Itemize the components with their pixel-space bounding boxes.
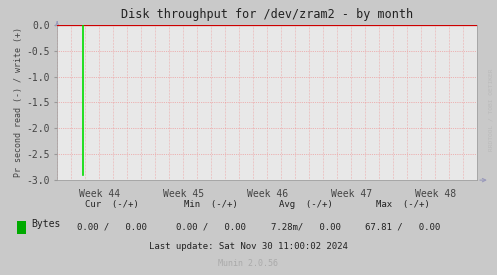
- Text: Week 46: Week 46: [247, 189, 288, 199]
- Text: Cur  (-/+): Cur (-/+): [85, 200, 139, 209]
- Text: Last update: Sat Nov 30 11:00:02 2024: Last update: Sat Nov 30 11:00:02 2024: [149, 242, 348, 251]
- Text: Min  (-/+): Min (-/+): [184, 200, 238, 209]
- Y-axis label: Pr second read (-) / write (+): Pr second read (-) / write (+): [14, 28, 23, 177]
- Text: 7.28m/   0.00: 7.28m/ 0.00: [271, 222, 340, 231]
- Text: Week 48: Week 48: [414, 189, 456, 199]
- Text: Bytes: Bytes: [31, 219, 61, 229]
- Text: Week 47: Week 47: [331, 189, 372, 199]
- Text: Week 44: Week 44: [79, 189, 120, 199]
- Text: 0.00 /   0.00: 0.00 / 0.00: [176, 222, 246, 231]
- Text: Week 45: Week 45: [163, 189, 204, 199]
- Text: 0.00 /   0.00: 0.00 / 0.00: [77, 222, 147, 231]
- Title: Disk throughput for /dev/zram2 - by month: Disk throughput for /dev/zram2 - by mont…: [121, 8, 413, 21]
- Text: Munin 2.0.56: Munin 2.0.56: [219, 260, 278, 268]
- Text: Avg  (-/+): Avg (-/+): [279, 200, 332, 209]
- Text: 67.81 /   0.00: 67.81 / 0.00: [365, 222, 440, 231]
- Text: Max  (-/+): Max (-/+): [376, 200, 429, 209]
- Text: RRDTOOL / TOBI OETIKER: RRDTOOL / TOBI OETIKER: [488, 69, 493, 151]
